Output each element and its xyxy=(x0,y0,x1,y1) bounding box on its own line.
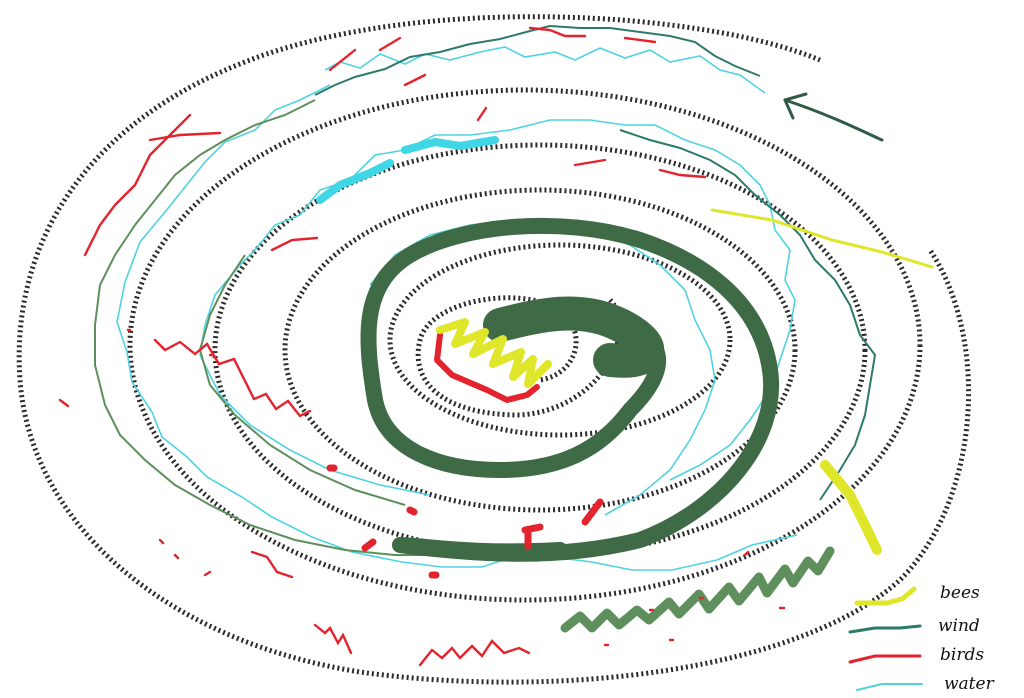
legend-label-wind: wind xyxy=(938,616,980,636)
bees-upper-right xyxy=(710,208,934,269)
bees-lower-right xyxy=(820,460,882,555)
spiral-ring-2 xyxy=(127,87,923,603)
legend-swatch-water xyxy=(856,683,923,691)
forest-spiral-main xyxy=(360,217,780,562)
legend-swatch-wind xyxy=(848,624,922,634)
forest-spiral xyxy=(360,217,780,562)
cyan-blobs xyxy=(316,136,499,204)
legend-label-bees: bees xyxy=(940,583,980,603)
birds-core-mark xyxy=(434,332,540,403)
green-thin-tracks xyxy=(94,99,536,556)
legend-swatch-bees xyxy=(854,586,917,606)
legend-label-water: water xyxy=(944,674,994,694)
legend-swatches xyxy=(848,586,923,691)
spiral-ring-outer xyxy=(16,14,971,685)
light-green-zigzag xyxy=(560,546,835,633)
arrow-icon xyxy=(783,92,884,142)
wind-track-top xyxy=(314,24,761,96)
birds-thick-marks xyxy=(326,464,604,579)
legend-swatch-birds xyxy=(848,654,922,664)
birds-marks xyxy=(58,26,786,667)
water-track-outer xyxy=(116,46,798,571)
wind-track-right xyxy=(619,129,877,501)
bees-marks xyxy=(436,208,934,555)
forest-spiral-core xyxy=(483,296,664,378)
bees-core xyxy=(436,318,552,388)
legend-label-birds: birds xyxy=(940,645,985,665)
spiral-ring-4 xyxy=(282,187,798,513)
green-thin-middle xyxy=(198,254,406,506)
green-thin-outer xyxy=(94,99,536,556)
spiral-ring-5 xyxy=(387,242,733,438)
